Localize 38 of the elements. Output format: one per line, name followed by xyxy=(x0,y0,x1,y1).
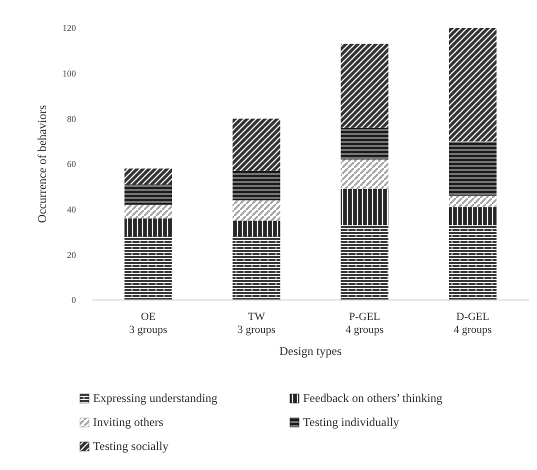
x-tick-label: OE 3 groups xyxy=(129,311,168,336)
bar xyxy=(340,128,388,160)
y-tick-label: 0 xyxy=(72,295,76,306)
x-tick-label: P-GEL 4 groups xyxy=(345,311,384,336)
bar xyxy=(340,44,388,128)
y-tick-label: 80 xyxy=(67,114,76,124)
bar xyxy=(340,225,388,300)
x-tick-label: D-GEL 4 groups xyxy=(454,311,492,336)
bar xyxy=(232,236,280,300)
bar xyxy=(232,170,280,200)
legend-label: Inviting others xyxy=(93,415,164,429)
y-tick-label: 20 xyxy=(67,250,76,260)
legend-label: Expressing understanding xyxy=(93,391,218,405)
x-axis-title: Design types xyxy=(279,344,342,358)
bar xyxy=(448,141,497,196)
bar xyxy=(340,159,388,189)
legend-label: Testing individually xyxy=(303,415,400,429)
legend-label: Testing socially xyxy=(93,439,168,453)
y-tick-label: 100 xyxy=(62,68,76,78)
legend-label: Feedback on others’ thinking xyxy=(303,391,442,405)
bar xyxy=(448,207,497,226)
bar xyxy=(232,200,280,221)
bar xyxy=(448,225,497,300)
bar xyxy=(124,218,172,237)
bar xyxy=(232,118,280,171)
bar xyxy=(124,168,172,184)
y-tick-label: 60 xyxy=(67,159,76,170)
bar xyxy=(448,196,497,208)
bar xyxy=(448,28,497,142)
bar xyxy=(124,236,172,300)
bar xyxy=(340,188,388,226)
bar xyxy=(124,184,172,205)
y-tick-label: 120 xyxy=(62,23,76,34)
bar xyxy=(124,204,172,218)
x-tick-label: TW 3 groups xyxy=(237,311,276,336)
y-axis-title: Occurrence of behaviors xyxy=(35,104,49,223)
y-tick-label: 40 xyxy=(67,204,76,214)
bar xyxy=(232,220,280,237)
